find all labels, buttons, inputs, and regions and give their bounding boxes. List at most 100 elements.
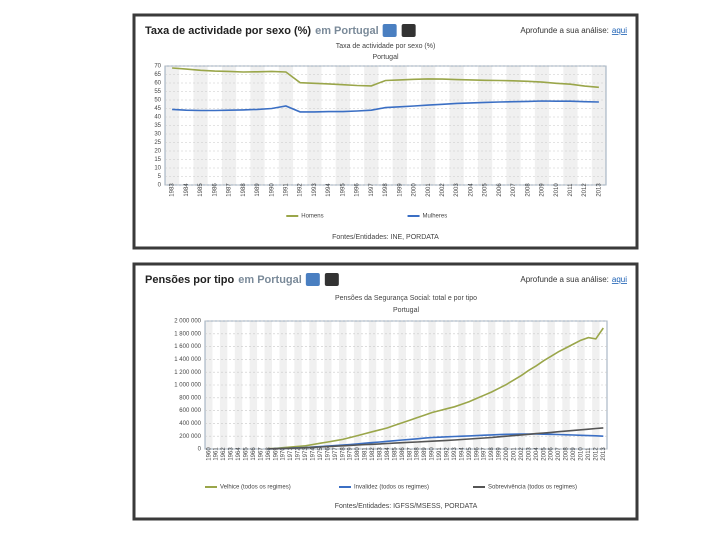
plot-stripe xyxy=(473,321,481,449)
y-tick-label: 400 000 xyxy=(179,421,201,427)
x-tick-label: 1990 xyxy=(269,183,275,197)
x-tick-label: 1991 xyxy=(437,447,443,461)
x-tick-label: 1989 xyxy=(255,183,261,197)
x-tick-label: 1989 xyxy=(422,447,428,461)
x-tick-label: 2012 xyxy=(593,447,599,461)
y-tick-label: 10 xyxy=(154,166,161,172)
x-tick-label: 1998 xyxy=(489,447,495,461)
x-tick-label: 2003 xyxy=(526,447,532,461)
chart-icon[interactable] xyxy=(382,24,397,37)
x-tick-label: 1983 xyxy=(378,447,384,461)
x-tick-label: 2005 xyxy=(541,447,547,461)
panel-title: Taxa de actividade por sexo (%) xyxy=(145,25,311,37)
y-tick-label: 30 xyxy=(154,132,161,138)
table-icon[interactable] xyxy=(324,273,339,286)
x-tick-label: 1985 xyxy=(392,447,398,461)
analysis-link[interactable]: aqui xyxy=(612,275,627,284)
y-tick-label: 35 xyxy=(154,123,161,129)
x-tick-label: 2001 xyxy=(426,183,432,197)
x-tick-label: 1988 xyxy=(415,447,421,461)
table-icon[interactable] xyxy=(401,24,416,37)
y-tick-label: 800 000 xyxy=(179,395,201,401)
plot-stripe xyxy=(264,321,272,449)
chart-icon[interactable] xyxy=(305,273,320,286)
y-tick-label: 1 000 000 xyxy=(174,383,201,389)
y-tick-label: 2 000 000 xyxy=(174,319,201,325)
x-tick-label: 1976 xyxy=(325,447,331,461)
x-tick-label: 2005 xyxy=(483,183,489,197)
x-tick-label: 1987 xyxy=(227,183,233,197)
x-tick-label: 1994 xyxy=(459,447,465,461)
y-tick-label: 0 xyxy=(198,447,202,453)
x-tick-label: 1995 xyxy=(340,183,346,197)
plot-stripe xyxy=(309,321,317,449)
legend-label: Velhice (todos os regimes) xyxy=(220,485,291,491)
plot-stripe xyxy=(421,66,436,185)
plot-stripe xyxy=(324,321,332,449)
plot-stripe xyxy=(364,66,379,185)
x-tick-label: 2002 xyxy=(519,447,525,461)
plot-stripe xyxy=(547,321,555,449)
y-tick-label: 200 000 xyxy=(179,434,201,440)
x-tick-label: 1996 xyxy=(355,183,361,197)
plot-stripe xyxy=(368,321,377,449)
plot-stripe xyxy=(205,321,213,449)
x-tick-label: 2006 xyxy=(497,183,503,197)
plot-stripe xyxy=(449,66,464,185)
x-tick-label: 2007 xyxy=(511,183,517,197)
x-tick-label: 1993 xyxy=(452,447,458,461)
x-tick-label: 1977 xyxy=(333,447,339,461)
x-tick-label: 2001 xyxy=(512,447,518,461)
x-tick-label: 1966 xyxy=(251,447,257,461)
y-tick-label: 5 xyxy=(158,174,162,180)
x-tick-label: 1964 xyxy=(236,447,242,461)
x-tick-label: 1988 xyxy=(241,183,247,197)
source: Fontes/Entidades: INE, PORDATA xyxy=(332,234,439,241)
x-tick-label: 2013 xyxy=(601,447,607,461)
y-tick-label: 1 400 000 xyxy=(174,357,201,363)
chart-title: Taxa de actividade por sexo (%) xyxy=(336,43,436,50)
chart-subtitle: Portugal xyxy=(393,307,420,314)
x-tick-label: 1993 xyxy=(312,183,318,197)
plot-stripe xyxy=(392,66,407,185)
x-tick-label: 1969 xyxy=(273,447,279,461)
x-tick-label: 2007 xyxy=(556,447,562,461)
x-tick-label: 2006 xyxy=(549,447,555,461)
x-tick-label: 1994 xyxy=(326,183,332,197)
chart-title: Pensões da Segurança Social: total e por… xyxy=(335,295,477,302)
series-line xyxy=(268,427,604,450)
x-tick-label: 2002 xyxy=(440,183,446,197)
x-tick-label: 2004 xyxy=(468,183,474,197)
y-tick-label: 70 xyxy=(154,64,161,70)
y-tick-label: 65 xyxy=(154,72,161,78)
x-tick-label: 2009 xyxy=(571,447,577,461)
x-tick-label: 1984 xyxy=(385,447,391,461)
x-tick-label: 1996 xyxy=(474,447,480,461)
x-tick-label: 1982 xyxy=(370,447,376,461)
plot-stripe xyxy=(592,321,600,449)
legend-label: Mulheres xyxy=(423,214,448,220)
y-tick-label: 25 xyxy=(154,140,161,146)
x-tick-label: 1983 xyxy=(170,183,176,197)
x-tick-label: 2008 xyxy=(564,447,570,461)
x-tick-label: 1999 xyxy=(497,447,503,461)
x-tick-label: 1973 xyxy=(303,447,309,461)
analysis-link[interactable]: aqui xyxy=(612,26,627,35)
x-tick-label: 1992 xyxy=(298,183,304,197)
x-tick-label: 1991 xyxy=(283,183,289,197)
series-line xyxy=(172,67,599,89)
series-line xyxy=(172,100,599,113)
legend-label: Invalidez (todos os regimes) xyxy=(354,485,429,491)
x-tick-label: 2012 xyxy=(582,183,588,197)
plot-stripe xyxy=(487,321,496,449)
plot-stripe xyxy=(428,321,436,449)
x-tick-label: 1971 xyxy=(288,447,294,461)
x-tick-label: 1980 xyxy=(355,447,361,461)
x-tick-label: 1986 xyxy=(400,447,406,461)
x-tick-label: 1968 xyxy=(266,447,272,461)
x-tick-label: 1992 xyxy=(445,447,451,461)
x-tick-label: 2011 xyxy=(568,183,574,197)
plot-stripe xyxy=(383,321,392,449)
